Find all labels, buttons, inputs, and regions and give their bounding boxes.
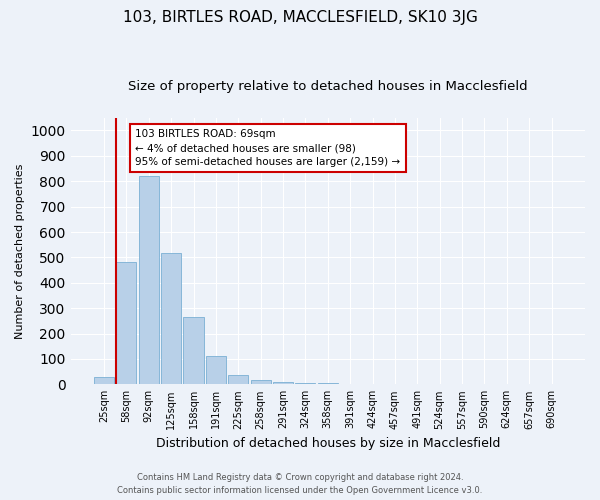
Bar: [251, 380, 271, 384]
Bar: [228, 376, 248, 384]
Bar: [295, 383, 316, 384]
Bar: [273, 382, 293, 384]
X-axis label: Distribution of detached houses by size in Macclesfield: Distribution of detached houses by size …: [155, 437, 500, 450]
Bar: [161, 253, 181, 384]
Text: Contains HM Land Registry data © Crown copyright and database right 2024.
Contai: Contains HM Land Registry data © Crown c…: [118, 473, 482, 495]
Bar: [116, 262, 136, 384]
Text: 103 BIRTLES ROAD: 69sqm
← 4% of detached houses are smaller (98)
95% of semi-det: 103 BIRTLES ROAD: 69sqm ← 4% of detached…: [136, 129, 400, 167]
Bar: [94, 377, 114, 384]
Bar: [206, 356, 226, 384]
Bar: [139, 176, 159, 384]
Y-axis label: Number of detached properties: Number of detached properties: [15, 164, 25, 338]
Bar: [184, 317, 203, 384]
Bar: [318, 383, 338, 384]
Title: Size of property relative to detached houses in Macclesfield: Size of property relative to detached ho…: [128, 80, 527, 93]
Text: 103, BIRTLES ROAD, MACCLESFIELD, SK10 3JG: 103, BIRTLES ROAD, MACCLESFIELD, SK10 3J…: [122, 10, 478, 25]
